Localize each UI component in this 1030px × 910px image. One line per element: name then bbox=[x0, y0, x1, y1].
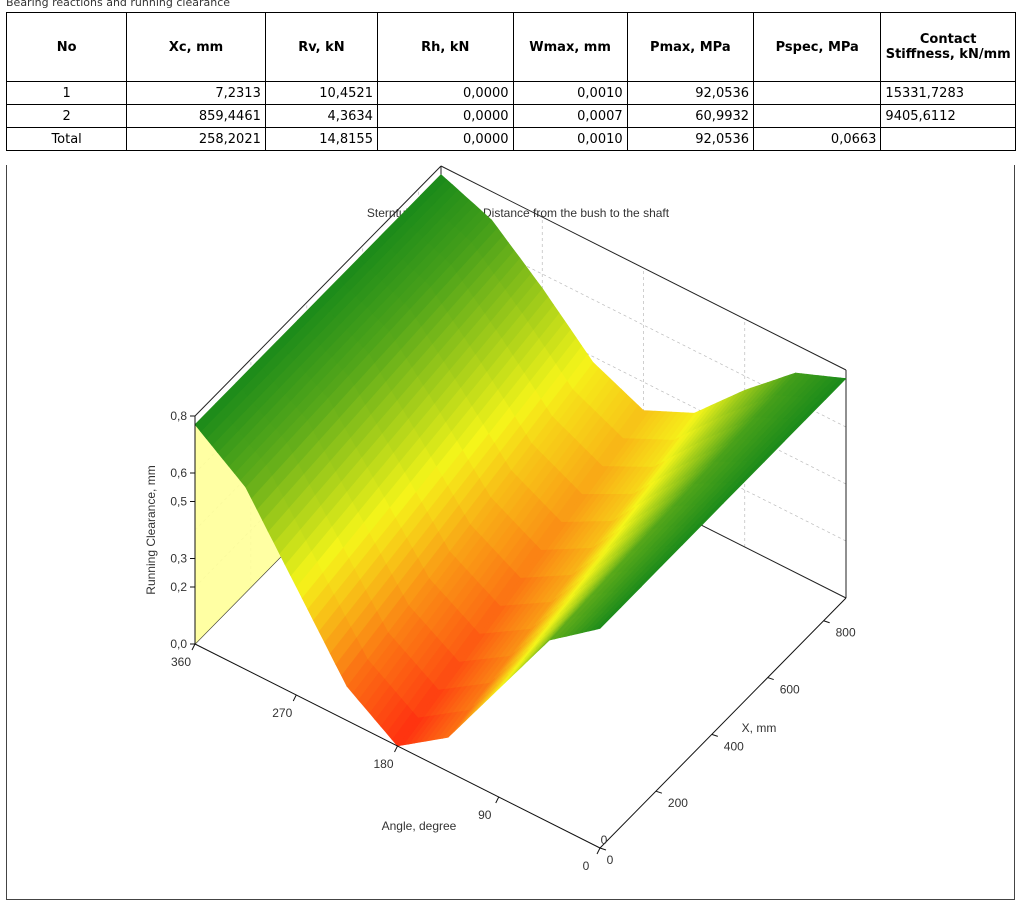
cell-pspec bbox=[753, 81, 882, 105]
x-tick-label: 0 bbox=[601, 833, 608, 847]
col-header-rv: Rv, kN bbox=[264, 12, 378, 82]
cell-no: 1 bbox=[5, 81, 128, 105]
caption: Bearing reactions and running clearance bbox=[6, 0, 231, 9]
surface-patch bbox=[194, 403, 222, 432]
cell-wmax: 0,0007 bbox=[512, 104, 628, 128]
surface-chart: Sterntube bearing 1 - Distance from the … bbox=[144, 165, 856, 873]
cell-rv: 10,4521 bbox=[264, 81, 378, 105]
cell-stiffness: 15331,7283 bbox=[880, 81, 1016, 105]
cell-wmax: 0,0010 bbox=[512, 127, 628, 151]
angle-tick bbox=[292, 694, 297, 702]
angle-tick bbox=[394, 745, 398, 753]
cell-pspec: 0,0663 bbox=[753, 127, 882, 151]
chart-frame: Sterntube bearing 1 - Distance from the … bbox=[6, 165, 1015, 900]
cell-rh: 0,0000 bbox=[376, 127, 514, 151]
axis-ticks: 360270180900020040060080000,00,20,30,50,… bbox=[170, 409, 856, 873]
x-tick bbox=[711, 733, 718, 737]
results-table: No Xc, mm Rv, kN Rh, kN Wmax, mm Pmax, M… bbox=[5, 12, 1016, 151]
table-row-total: Total 258,2021 14,8155 0,0000 0,0010 92,… bbox=[5, 127, 1016, 151]
col-header-pmax: Pmax, MPa bbox=[626, 12, 755, 82]
col-header-stiffness: Contact Stiffness, kN/mm bbox=[880, 12, 1016, 82]
col-header-pspec: Pspec, MPa bbox=[753, 12, 882, 82]
table-row: 2 859,4461 4,3634 0,0000 0,0007 60,9932 … bbox=[5, 104, 1016, 128]
x-tick-label: 200 bbox=[668, 796, 688, 810]
x-tick bbox=[823, 620, 830, 624]
cell-rh: 0,0000 bbox=[376, 104, 514, 128]
cell-stiffness: 9405,6112 bbox=[880, 104, 1016, 128]
angle-axis-label: Angle, degree bbox=[382, 819, 457, 833]
x-tick-label: 800 bbox=[836, 626, 856, 640]
z-tick-label: 0,6 bbox=[170, 466, 187, 480]
angle-tick-label: 0 bbox=[583, 859, 590, 873]
cell-no: Total bbox=[5, 127, 128, 151]
origin-tick-label: 0 bbox=[607, 853, 614, 867]
surface-plot bbox=[194, 174, 847, 747]
box-edge bbox=[194, 165, 442, 417]
z-tick-label: 0,8 bbox=[170, 409, 187, 423]
angle-tick bbox=[495, 796, 500, 804]
cell-stiffness bbox=[880, 127, 1016, 151]
cell-rh: 0,0000 bbox=[376, 81, 514, 105]
x-tick-label: 600 bbox=[780, 683, 800, 697]
angle-tick-label: 270 bbox=[272, 706, 292, 720]
cell-rv: 14,8155 bbox=[264, 127, 378, 151]
cell-xc: 7,2313 bbox=[126, 81, 266, 105]
cell-pmax: 92,0536 bbox=[626, 81, 755, 105]
angle-tick bbox=[596, 847, 601, 855]
cell-pmax: 60,9932 bbox=[626, 104, 755, 128]
angle-tick-label: 180 bbox=[373, 757, 393, 771]
x-tick bbox=[767, 677, 774, 681]
col-header-no: No bbox=[5, 12, 128, 82]
z-axis-label: Running Clearance, mm bbox=[144, 465, 158, 594]
cell-xc: 859,4461 bbox=[126, 104, 266, 128]
cell-xc: 258,2021 bbox=[126, 127, 266, 151]
table-row: 1 7,2313 10,4521 0,0000 0,0010 92,0536 1… bbox=[5, 81, 1016, 105]
x-axis-label: X, mm bbox=[742, 721, 777, 735]
cell-rv: 4,3634 bbox=[264, 104, 378, 128]
z-tick-label: 0,5 bbox=[170, 495, 187, 509]
z-tick-label: 0,0 bbox=[170, 637, 187, 651]
cell-no: 2 bbox=[5, 104, 128, 128]
cell-pspec bbox=[753, 104, 882, 128]
angle-tick-label: 90 bbox=[478, 808, 492, 822]
x-tick bbox=[655, 790, 663, 794]
box-edge bbox=[440, 165, 847, 371]
col-header-wmax: Wmax, mm bbox=[512, 12, 628, 82]
col-header-xc: Xc, mm bbox=[126, 12, 266, 82]
table-header-row: No Xc, mm Rv, kN Rh, kN Wmax, mm Pmax, M… bbox=[5, 12, 1016, 82]
z-tick-label: 0,2 bbox=[170, 580, 187, 594]
col-header-rh: Rh, kN bbox=[376, 12, 514, 82]
angle-tick-label: 360 bbox=[171, 655, 191, 669]
x-tick-label: 400 bbox=[724, 739, 744, 753]
axis-line bbox=[599, 597, 847, 849]
z-tick-label: 0,3 bbox=[170, 552, 187, 566]
angle-tick bbox=[191, 643, 196, 651]
x-tick bbox=[599, 847, 607, 851]
cell-wmax: 0,0010 bbox=[512, 81, 628, 105]
cell-pmax: 92,0536 bbox=[626, 127, 755, 151]
